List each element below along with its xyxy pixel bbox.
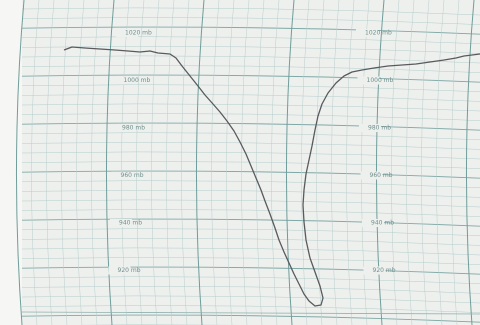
scale-label: 1000 mb	[367, 77, 394, 84]
scale-label: 960 mb	[370, 172, 393, 179]
scale-label: 940 mb	[371, 220, 394, 227]
scale-label: 980 mb	[122, 125, 145, 132]
scale-label: 980 mb	[368, 125, 391, 132]
scale-label: 940 mb	[119, 220, 142, 227]
scale-label: 920 mb	[373, 267, 396, 274]
scale-label: 1020 mb	[125, 30, 152, 37]
page: 1020 mb 1000 mb 980 mb 960 mb 940 mb 920 mb 10…	[0, 0, 480, 325]
scale-label: 1000 mb	[124, 77, 151, 84]
scale-label: 920 mb	[118, 267, 141, 274]
scale-label: 960 mb	[121, 172, 144, 179]
barograph-chart: 1020 mb 1000 mb 980 mb 960 mb 940 mb 920 mb 10…	[0, 0, 480, 325]
paper-background	[0, 0, 480, 325]
scale-label: 1020 mb	[365, 30, 392, 37]
